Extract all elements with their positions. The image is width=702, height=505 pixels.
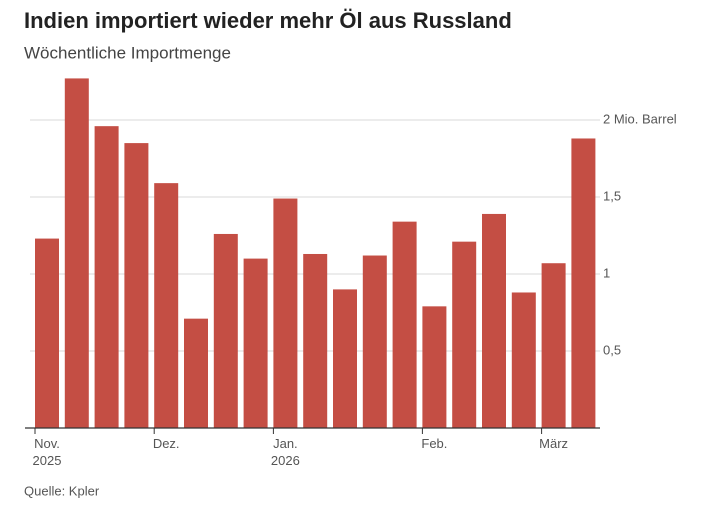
bar: [362, 255, 387, 428]
x-tick-label: Jan. 2026: [270, 436, 300, 468]
x-tick-label: Dez.: [152, 436, 180, 451]
bar: [541, 263, 566, 428]
bar: [94, 126, 119, 428]
chart-title: Indien importiert wieder mehr Öl aus Rus…: [24, 8, 512, 33]
bar: [243, 258, 268, 428]
y-tick-label: 1: [603, 265, 610, 280]
bar: [64, 78, 89, 429]
bar: [452, 241, 477, 428]
bar: [154, 183, 179, 428]
x-tick-label: Feb.: [421, 436, 448, 451]
source: Quelle: Kpler: [24, 483, 100, 498]
y-tick-label: 1,5: [603, 188, 621, 203]
y-tick-label: 2 Mio. Barrel: [603, 111, 677, 126]
bar: [392, 221, 417, 428]
bar: [511, 292, 536, 428]
x-tick-label: März: [539, 436, 569, 451]
bar: [184, 318, 208, 428]
y-tick-label: 0,5: [603, 342, 621, 357]
bar: [124, 143, 149, 428]
bar: [333, 289, 357, 428]
bar: [303, 253, 328, 428]
bar: [482, 213, 506, 428]
bar: [35, 238, 59, 428]
bar: [571, 138, 596, 429]
bar: [213, 233, 238, 428]
x-tick-label: Nov. 2025: [32, 436, 62, 468]
chart-subtitle: Wöchentliche Importmenge: [24, 43, 231, 62]
bar: [422, 306, 447, 428]
bar: [273, 198, 298, 428]
